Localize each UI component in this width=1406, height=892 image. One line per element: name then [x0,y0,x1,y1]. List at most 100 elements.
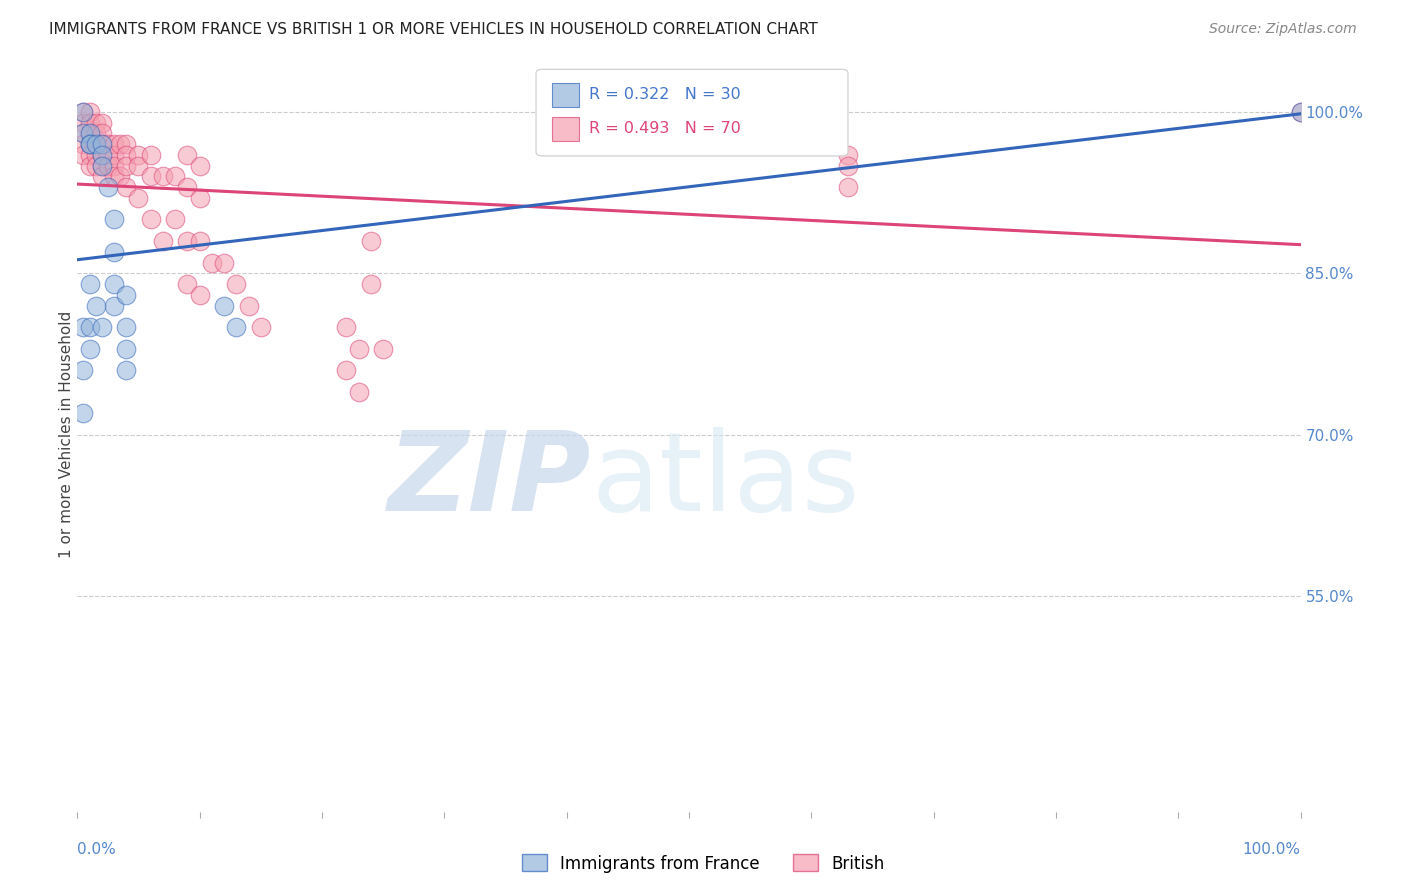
Point [115,342,138,356]
Point [90,148,112,162]
Point [165,169,187,184]
Point [238,299,260,313]
Point [139,212,162,227]
FancyBboxPatch shape [553,83,579,107]
Point [90,148,112,162]
Point [103,212,125,227]
FancyBboxPatch shape [553,117,579,141]
Point [79,137,101,152]
Point [97,137,120,152]
Point [90,320,112,334]
Point [360,277,382,291]
Point [115,363,138,377]
Point [79,126,101,140]
Point [165,212,187,227]
Point [837,180,859,194]
Point [108,137,131,152]
Point [225,277,247,291]
Text: Source: ZipAtlas.com: Source: ZipAtlas.com [1209,22,1357,37]
Point [115,137,138,152]
Point [115,180,138,194]
Point [347,384,370,399]
Point [84,299,107,313]
Point [115,288,138,302]
Point [72,137,94,152]
Point [72,320,94,334]
Text: R = 0.322   N = 30: R = 0.322 N = 30 [589,87,741,102]
Point [84,126,107,140]
Point [72,115,94,129]
Point [115,159,138,173]
Point [152,169,174,184]
Point [139,169,162,184]
Point [127,159,149,173]
Point [225,320,247,334]
Point [79,137,101,152]
Point [90,169,112,184]
Point [72,104,94,119]
Point [97,159,120,173]
Point [115,148,138,162]
Point [188,234,211,248]
Point [97,148,120,162]
Point [115,320,138,334]
Point [72,126,94,140]
Point [188,191,211,205]
Point [84,148,107,162]
Text: 0.0%: 0.0% [77,842,117,857]
Point [79,148,101,162]
Point [79,342,101,356]
Point [90,137,112,152]
Point [201,255,224,269]
Point [103,299,125,313]
Point [103,244,125,259]
Point [79,104,101,119]
Point [90,159,112,173]
Point [103,159,125,173]
Point [72,406,94,420]
Point [371,342,394,356]
Point [1289,104,1312,119]
Point [824,126,846,140]
Point [84,115,107,129]
Legend: Immigrants from France, British: Immigrants from France, British [515,847,891,880]
Y-axis label: 1 or more Vehicles in Household: 1 or more Vehicles in Household [59,311,73,558]
Point [335,320,357,334]
Point [90,115,112,129]
Point [79,277,101,291]
Point [837,159,859,173]
Point [72,363,94,377]
Text: ZIP: ZIP [388,426,591,533]
Point [824,137,846,152]
Point [72,126,94,140]
Point [103,277,125,291]
Point [84,159,107,173]
Point [1289,104,1312,119]
Point [188,159,211,173]
Point [127,148,149,162]
Text: IMMIGRANTS FROM FRANCE VS BRITISH 1 OR MORE VEHICLES IN HOUSEHOLD CORRELATION CH: IMMIGRANTS FROM FRANCE VS BRITISH 1 OR M… [49,22,818,37]
Point [837,148,859,162]
Point [84,137,107,152]
Point [103,148,125,162]
Text: R = 0.493   N = 70: R = 0.493 N = 70 [589,120,741,136]
Point [79,159,101,173]
Point [90,126,112,140]
Point [176,180,198,194]
Text: atlas: atlas [591,426,859,533]
Point [79,320,101,334]
Point [127,191,149,205]
Point [176,277,198,291]
Point [212,299,235,313]
Point [108,169,131,184]
Point [347,342,370,356]
Point [152,234,174,248]
Point [72,104,94,119]
Point [360,234,382,248]
Point [90,137,112,152]
Point [103,169,125,184]
Point [176,234,198,248]
Point [176,148,198,162]
Point [250,320,273,334]
Point [84,137,107,152]
